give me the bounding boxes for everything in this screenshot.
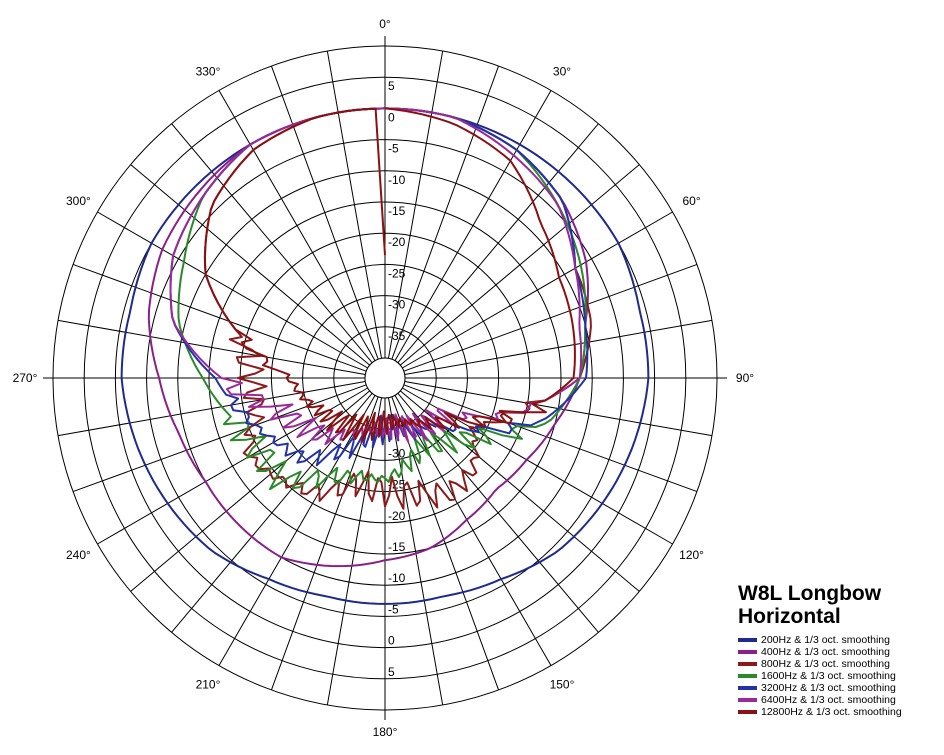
grid-spoke xyxy=(97,211,368,369)
grid-spoke xyxy=(97,387,368,545)
grid-spoke xyxy=(57,319,366,376)
ring-label-upper: 5 xyxy=(388,79,395,93)
angle-label: 0° xyxy=(379,17,391,31)
angle-label: 330° xyxy=(196,64,221,78)
angle-label: 270° xyxy=(13,371,38,385)
legend-swatch xyxy=(738,662,757,666)
ring-label-lower: 0 xyxy=(388,634,395,648)
legend-item: 400Hz & 1/3 oct. smoothing xyxy=(738,646,944,658)
series-line xyxy=(147,107,589,568)
grid-spoke xyxy=(72,384,367,493)
angle-label: 120° xyxy=(679,548,704,562)
angle-label: 30° xyxy=(553,64,571,78)
grid-spoke xyxy=(403,263,698,372)
grid-spoke xyxy=(397,123,599,364)
legend-item: 3200Hz & 1/3 oct. smoothing xyxy=(738,682,944,694)
legend-swatch xyxy=(738,710,757,714)
legend-label: 400Hz & 1/3 oct. smoothing xyxy=(761,646,890,658)
grid-spoke xyxy=(326,50,383,359)
grid-spoke xyxy=(270,396,379,691)
legend-item: 6400Hz & 1/3 oct. smoothing xyxy=(738,694,944,706)
legend-label: 3200Hz & 1/3 oct. smoothing xyxy=(761,682,896,694)
legend-label: 12800Hz & 1/3 oct. smoothing xyxy=(761,706,902,718)
ring-label-lower: -30 xyxy=(388,446,406,460)
grid-spoke xyxy=(391,65,500,360)
legend-items: 200Hz & 1/3 oct. smoothing 400Hz & 1/3 oc… xyxy=(738,634,944,718)
series-line xyxy=(177,107,587,491)
legend-item: 200Hz & 1/3 oct. smoothing xyxy=(738,634,944,646)
grid-spoke xyxy=(270,65,379,360)
chart-title: W8L Longbow Horizontal xyxy=(738,582,944,628)
angle-label: 240° xyxy=(66,548,91,562)
angle-label: 300° xyxy=(66,194,91,208)
grid-spoke xyxy=(387,50,444,359)
legend-item: 800Hz & 1/3 oct. smoothing xyxy=(738,658,944,670)
grid-spoke xyxy=(394,395,552,666)
legend-item: 1600Hz & 1/3 oct. smoothing xyxy=(738,670,944,682)
series-line xyxy=(203,107,576,444)
grid-spoke xyxy=(72,263,367,372)
legend: W8L Longbow Horizontal 200Hz & 1/3 oct. … xyxy=(738,582,944,718)
ring-label-lower: -10 xyxy=(388,571,406,585)
angle-label: 210° xyxy=(196,678,221,692)
grid-spoke xyxy=(57,380,366,437)
legend-label: 200Hz & 1/3 oct. smoothing xyxy=(761,634,890,646)
angle-label: 90° xyxy=(736,371,754,385)
ring-label-lower: -20 xyxy=(388,509,406,523)
ring-label-upper: -35 xyxy=(388,329,406,343)
grid-spoke xyxy=(391,396,500,691)
legend-label: 1600Hz & 1/3 oct. smoothing xyxy=(761,670,896,682)
grid-spoke xyxy=(218,395,376,666)
legend-swatch xyxy=(738,674,757,678)
chart-title-line-2: Horizontal xyxy=(738,605,841,628)
grid-spoke xyxy=(394,90,552,361)
ring-label-upper: -10 xyxy=(388,173,406,187)
grid-spoke xyxy=(326,397,383,706)
grid-spoke xyxy=(403,384,698,493)
legend-item: 12800Hz & 1/3 oct. smoothing xyxy=(738,706,944,718)
angle-label: 60° xyxy=(682,194,700,208)
legend-label: 800Hz & 1/3 oct. smoothing xyxy=(761,658,890,670)
ring-label-upper: 0 xyxy=(388,110,395,124)
ring-label-upper: -5 xyxy=(388,142,399,156)
legend-swatch xyxy=(738,698,757,702)
ring-label-lower: -15 xyxy=(388,540,406,554)
center-hole xyxy=(364,357,406,399)
series-lines xyxy=(120,107,650,605)
angle-label: 150° xyxy=(550,678,575,692)
angle-labels: 0° 30° 60° 90° 120° 150° 180° 210° 240° 270° 300° 3… xyxy=(13,17,755,739)
ring-label-upper: -20 xyxy=(388,235,406,249)
grid-spoke xyxy=(218,90,376,361)
ring-label-lower: -5 xyxy=(388,602,399,616)
legend-swatch xyxy=(738,638,757,642)
grid-spoke xyxy=(387,397,444,706)
grid-spoke xyxy=(402,211,673,369)
grid-spoke xyxy=(404,319,713,376)
legend-swatch xyxy=(738,650,757,654)
grid-spoke xyxy=(130,164,371,366)
series-line xyxy=(120,107,650,605)
legend-label: 6400Hz & 1/3 oct. smoothing xyxy=(761,694,896,706)
grid-spoke xyxy=(130,390,371,592)
ring-label-upper: -15 xyxy=(388,204,406,218)
grid-spoke xyxy=(171,123,373,364)
grid-spoke xyxy=(399,164,640,366)
series-line xyxy=(169,107,583,446)
chart-title-line-1: W8L Longbow xyxy=(738,582,882,605)
ring-label-lower: 5 xyxy=(388,665,395,679)
angle-label: 180° xyxy=(373,725,398,739)
ring-label-upper: -30 xyxy=(388,298,406,312)
legend-swatch xyxy=(738,686,757,690)
ring-label-upper: -25 xyxy=(388,266,406,280)
